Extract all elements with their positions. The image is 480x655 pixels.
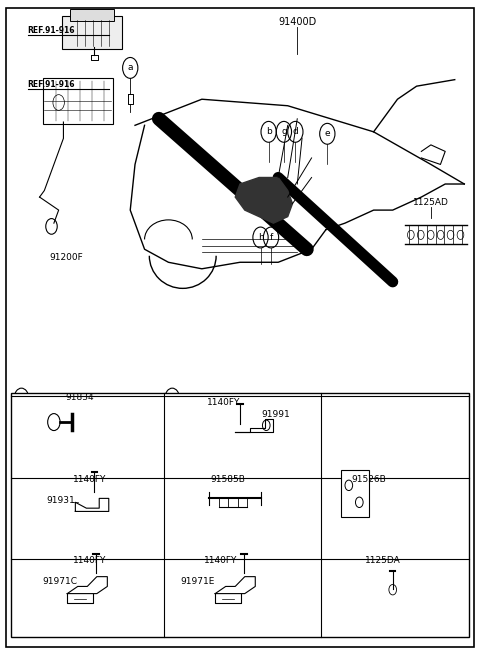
Text: e: e bbox=[169, 475, 175, 484]
Text: a: a bbox=[19, 394, 24, 402]
FancyBboxPatch shape bbox=[43, 78, 113, 124]
Text: d: d bbox=[292, 127, 298, 136]
Text: f: f bbox=[328, 475, 331, 484]
Text: 1140FY: 1140FY bbox=[73, 557, 107, 565]
Text: f: f bbox=[269, 233, 273, 242]
FancyBboxPatch shape bbox=[6, 8, 474, 647]
Text: g: g bbox=[19, 557, 24, 565]
Text: h: h bbox=[258, 233, 264, 242]
Text: 1140FY: 1140FY bbox=[206, 398, 240, 407]
Text: REF.91-916: REF.91-916 bbox=[28, 81, 75, 89]
FancyBboxPatch shape bbox=[70, 9, 115, 21]
Text: d: d bbox=[19, 475, 24, 484]
Text: a: a bbox=[128, 64, 133, 73]
Text: 91971C: 91971C bbox=[42, 577, 77, 586]
Text: 91400D: 91400D bbox=[278, 17, 316, 28]
Text: 91971E: 91971E bbox=[180, 577, 215, 586]
Text: REF.91-916: REF.91-916 bbox=[28, 26, 75, 35]
Text: h: h bbox=[169, 557, 175, 565]
Text: 91931: 91931 bbox=[47, 496, 75, 505]
Text: b: b bbox=[169, 394, 175, 402]
FancyBboxPatch shape bbox=[341, 470, 369, 517]
Text: 91526B: 91526B bbox=[351, 475, 386, 484]
Text: e: e bbox=[324, 129, 330, 138]
Text: g: g bbox=[281, 127, 287, 136]
FancyBboxPatch shape bbox=[62, 16, 122, 49]
Text: 91200F: 91200F bbox=[49, 253, 83, 261]
FancyBboxPatch shape bbox=[11, 393, 469, 637]
Text: 1140FY: 1140FY bbox=[73, 475, 107, 484]
Text: 91991: 91991 bbox=[262, 410, 290, 419]
Text: 1125DA: 1125DA bbox=[365, 557, 401, 565]
Text: 1125AD: 1125AD bbox=[413, 198, 449, 207]
Polygon shape bbox=[235, 178, 292, 223]
Text: 91585B: 91585B bbox=[211, 475, 245, 484]
Text: 1140FY: 1140FY bbox=[204, 557, 238, 565]
Text: 91834: 91834 bbox=[66, 394, 95, 402]
Text: b: b bbox=[266, 127, 272, 136]
